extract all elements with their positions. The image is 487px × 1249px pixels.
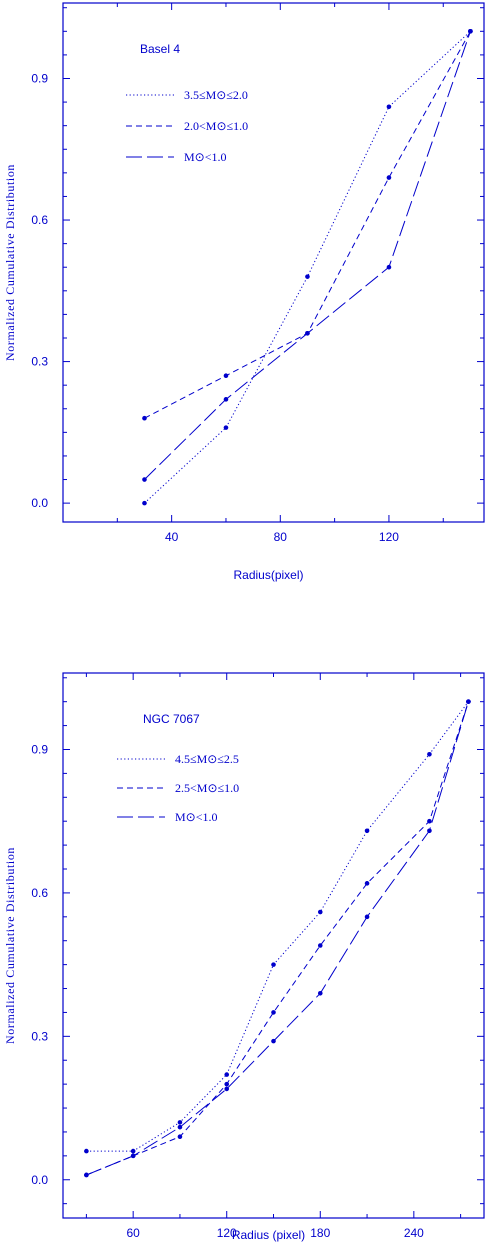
chart-panel-1: 40 80 120 0.0 0.3 0.6 0.9 Radius(pixel) Normaliz… [3,2,485,582]
data-point [271,962,276,967]
data-point [317,909,323,915]
data-point [223,425,229,430]
data-point [142,477,147,482]
x-tick-label: 240 [404,1226,424,1240]
data-point [271,1010,276,1015]
legend-label: 2.0<M⊙≤1.0 [184,119,248,133]
data-point [177,1120,183,1125]
data-point [177,1134,183,1140]
data-point [364,828,370,834]
legend-label: M⊙<1.0 [175,810,218,824]
data-point [317,991,323,996]
data-point [468,29,473,34]
series-line-dotted [144,30,471,504]
x-axis-label: Radius(pixel) [233,568,303,582]
data-point [305,330,310,336]
data-point [142,500,147,506]
data-point [427,828,432,834]
data-point [386,175,392,180]
series-line-dashed [86,701,469,1176]
series-line-dotted [86,701,469,1152]
legend-label: 2.5<M⊙≤1.0 [175,781,239,795]
data-point [271,1038,276,1044]
x-tick-label: 120 [217,1226,237,1240]
series-line-longdash [86,701,469,1176]
y-axis-label: Normalized Cumulative Distribution [3,847,17,1044]
chart-title: NGC 7067 [143,712,200,726]
data-point [130,1153,136,1159]
x-tick-label: 80 [274,530,288,544]
data-point [223,373,229,379]
data-point [466,699,471,704]
legend-label: M⊙<1.0 [184,150,227,164]
y-tick-label: 0.0 [31,1173,48,1187]
y-tick-label: 0.0 [31,496,48,510]
x-tick-label: 40 [165,530,179,544]
data-point [317,943,323,948]
data-point [224,1086,230,1092]
chart-panel-2: 60 120 180 240 0.0 0.3 0.6 0.9 Radius (pixel) Nor… [3,672,485,1242]
data-point [142,415,147,421]
data-point [130,1148,136,1154]
data-point [427,818,432,824]
data-point [386,104,392,110]
data-point [364,881,370,886]
data-point [84,1172,89,1178]
legend-label: 4.5≤M⊙≤2.5 [175,752,239,766]
data-point [427,751,432,757]
y-tick-label: 0.6 [31,213,48,227]
data-point [386,264,392,270]
data-point [177,1124,183,1130]
y-tick-label: 0.6 [31,886,48,900]
y-tick-label: 0.3 [31,355,48,369]
data-point [84,1148,89,1154]
data-point [223,397,229,402]
y-axis-label: Normalized Cumulative Distribution [3,164,17,361]
plot-frame [62,2,485,523]
data-point [305,274,310,279]
y-tick-label: 0.9 [31,71,48,85]
y-tick-label: 0.3 [31,1029,48,1043]
x-tick-label: 180 [310,1226,330,1240]
data-point [364,914,370,920]
x-tick-label: 120 [379,530,399,544]
data-point [224,1081,230,1087]
y-tick-label: 0.9 [31,742,48,756]
data-point [224,1072,230,1077]
chart-title: Basel 4 [140,42,180,56]
legend-label: 3.5≤M⊙≤2.0 [184,88,248,102]
x-axis-label: Radius (pixel) [232,1228,305,1242]
plot-frame [62,672,485,1219]
x-tick-label: 60 [126,1226,140,1240]
